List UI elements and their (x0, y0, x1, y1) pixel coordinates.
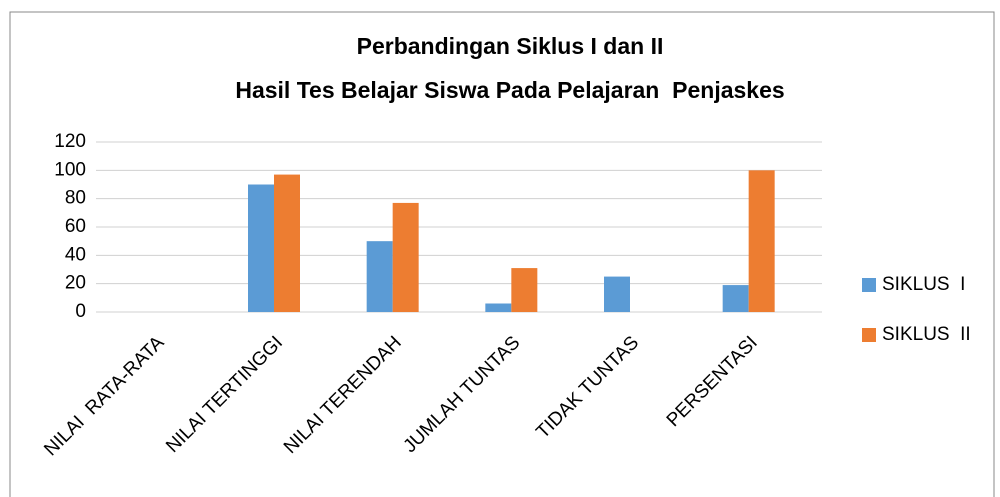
bar (511, 268, 538, 312)
bar (722, 285, 749, 312)
y-tick-label: 60 (65, 216, 86, 237)
y-tick-label: 100 (54, 159, 86, 180)
bar (248, 184, 274, 312)
x-tick-label: TIDAK TUNTAS (532, 332, 643, 443)
y-tick-label: 20 (65, 273, 86, 294)
chart-frame (9, 11, 995, 497)
legend-swatch (862, 278, 876, 292)
x-tick-label: NILAI RATA-RATA (40, 332, 168, 460)
y-tick-label: 40 (65, 244, 86, 265)
bar (392, 202, 419, 312)
bar (604, 276, 630, 312)
x-tick-label: JUMLAH TUNTAS (400, 332, 525, 457)
chart-title: Perbandingan Siklus I dan II (357, 33, 664, 59)
x-tick-label: NILAI TERTINGGI (162, 332, 287, 457)
x-tick-label: NILAI TERENDAH (280, 332, 406, 458)
bar (366, 241, 393, 312)
legend-label: SIKLUS I (882, 274, 965, 295)
y-tick-label: 120 (54, 131, 86, 152)
y-tick-label: 0 (75, 301, 86, 322)
y-tick-label: 80 (65, 188, 86, 209)
bar (485, 303, 512, 312)
x-tick-label: PERSENTASI (663, 332, 762, 431)
chart-subtitle: Hasil Tes Belajar Siswa Pada Pelajaran P… (235, 77, 784, 103)
bar (274, 174, 300, 312)
legend-label: SIKLUS II (882, 324, 971, 345)
bar (748, 170, 775, 312)
legend-swatch (862, 328, 876, 342)
